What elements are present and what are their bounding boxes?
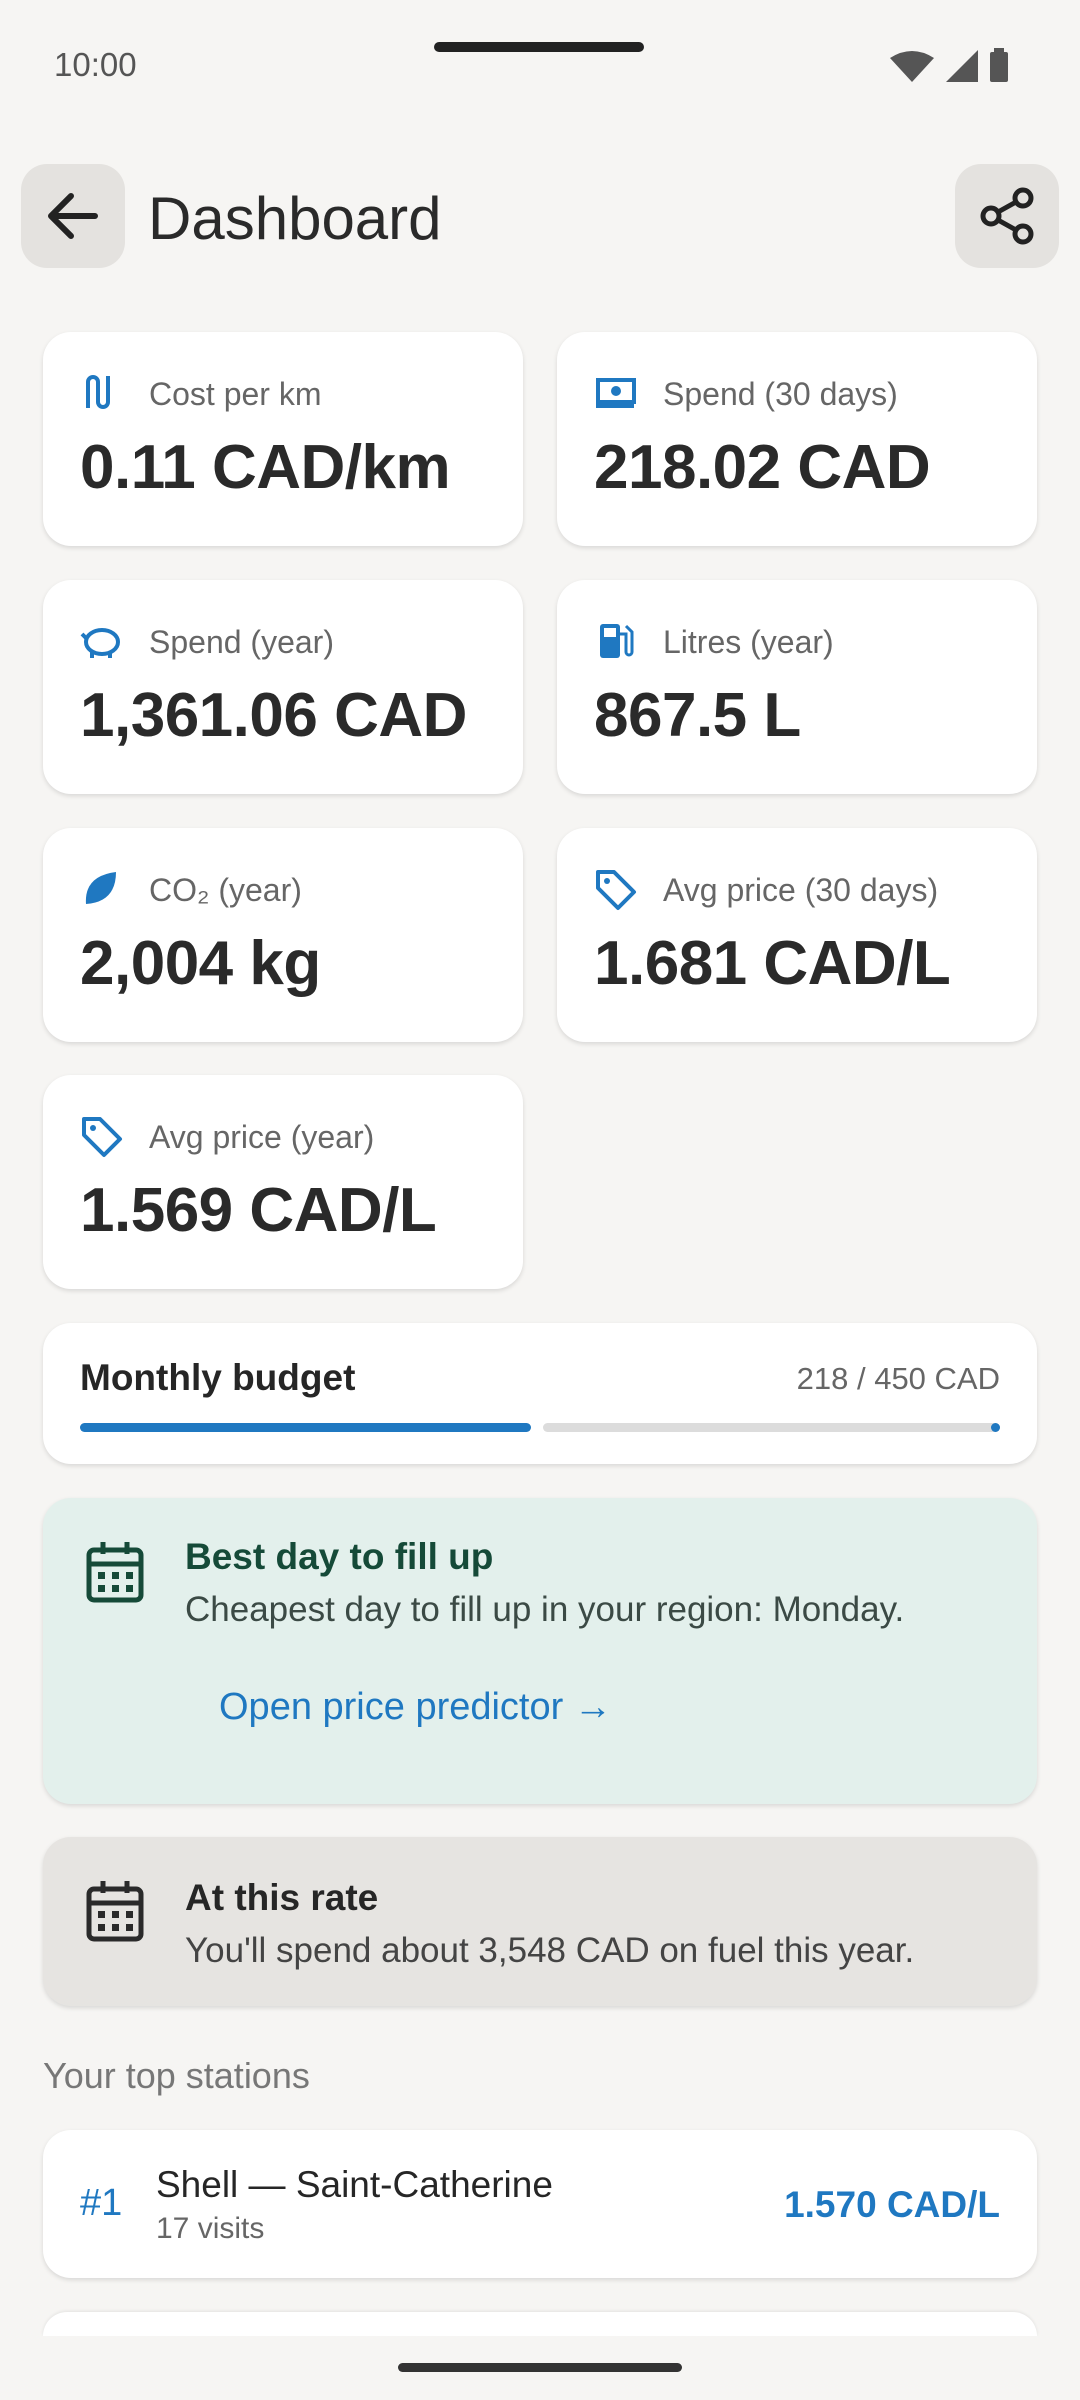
stat-label: Litres (year) <box>663 624 834 660</box>
budget-track <box>543 1423 1000 1432</box>
station-card[interactable]: #1 Shell — Saint-Catherine 17 visits 1.5… <box>43 2130 1037 2278</box>
stat-value: 0.11 CAD/km <box>80 433 451 502</box>
projection-text: You'll spend about 3,548 CAD on fuel thi… <box>185 1931 915 1970</box>
tip-card: Best day to fill up Cheapest day to fill… <box>43 1498 1037 1804</box>
station-price: 1.570 CAD/L <box>784 2184 1000 2225</box>
tip-text: Cheapest day to fill up in your region: … <box>185 1590 905 1629</box>
status-time: 10:00 <box>54 46 137 83</box>
budget-title: Monthly budget <box>80 1357 356 1398</box>
station-name: Shell — Saint-Catherine <box>156 2164 553 2205</box>
stat-card: Avg price (year) 1.569 CAD/L <box>43 1075 523 1289</box>
stat-value: 2,004 kg <box>80 929 321 998</box>
station-rank: #1 <box>80 2182 123 2224</box>
stat-label: Avg price (year) <box>149 1119 375 1155</box>
stat-value: 218.02 CAD <box>594 433 931 502</box>
stat-value: 867.5 L <box>594 681 801 750</box>
stat-card: Cost per km 0.11 CAD/km <box>43 332 523 546</box>
stat-label: Spend (30 days) <box>663 376 898 412</box>
projection-card: At this rate You'll spend about 3,548 CA… <box>43 1837 1037 2006</box>
station-card-peek <box>43 2312 1037 2336</box>
stat-card: Litres (year) 867.5 L <box>557 580 1037 794</box>
stat-label: Cost per km <box>149 376 322 412</box>
camera-notch <box>434 42 644 52</box>
tip-link[interactable]: Open price predictor → <box>219 1686 612 1728</box>
budget-card: Monthly budget 218 / 450 CAD <box>43 1323 1037 1464</box>
tip-title: Best day to fill up <box>185 1536 494 1577</box>
section-heading: Your top stations <box>43 2055 310 2096</box>
stat-label: CO₂ (year) <box>149 872 302 908</box>
status-icons <box>890 48 1008 82</box>
stat-value: 1.681 CAD/L <box>594 929 951 998</box>
stat-label: Avg price (30 days) <box>663 872 939 908</box>
station-visits: 17 visits <box>156 2212 265 2245</box>
stat-value: 1,361.06 CAD <box>80 681 467 750</box>
stat-card: Spend (year) 1,361.06 CAD <box>43 580 523 794</box>
share-button[interactable] <box>955 164 1059 268</box>
stat-card: CO₂ (year) 2,004 kg <box>43 828 523 1042</box>
stat-card: Avg price (30 days) 1.681 CAD/L <box>557 828 1037 1042</box>
home-indicator <box>398 2363 682 2372</box>
budget-marker <box>991 1423 1000 1432</box>
projection-title: At this rate <box>185 1877 379 1918</box>
budget-amount: 218 / 450 CAD <box>796 1361 1000 1396</box>
stat-card: Spend (30 days) 218.02 CAD <box>557 332 1037 546</box>
back-button[interactable] <box>21 164 125 268</box>
stat-value: 1.569 CAD/L <box>80 1176 437 1245</box>
stat-label: Spend (year) <box>149 624 334 660</box>
budget-progress <box>80 1423 531 1432</box>
page-title: Dashboard <box>148 185 442 252</box>
